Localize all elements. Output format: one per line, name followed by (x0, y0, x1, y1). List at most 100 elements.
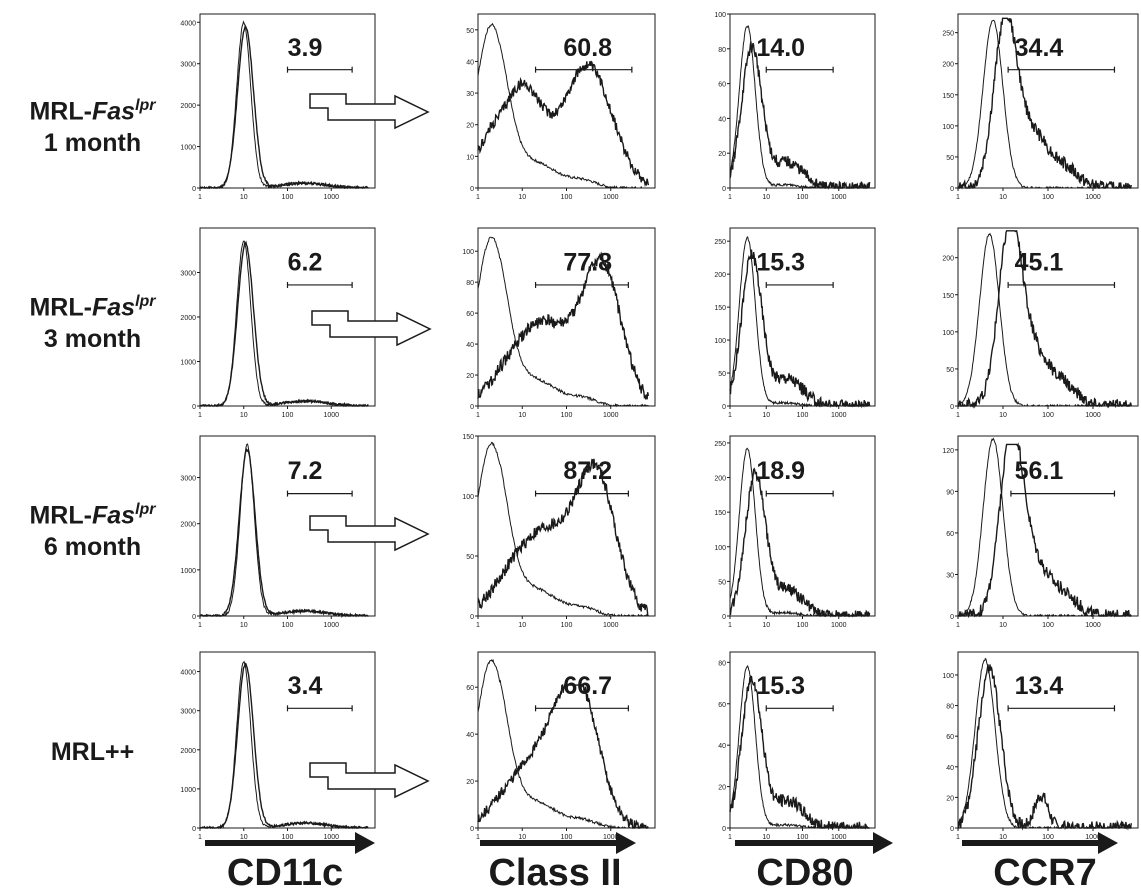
panel-r3-c2-gate-percent-label: 87.2 (563, 457, 612, 485)
row-label-2: MRL-Faslpr 3 month (29, 293, 156, 354)
panel-r2-c1-xtick-label-1: 10 (240, 412, 248, 419)
panel-r2-c4-gate-percent-label: 45.1 (1015, 249, 1064, 277)
panel-r4-c3-xtick-label-2: 100 (797, 834, 809, 841)
panel-r1-c1-xtick-label-0: 1 (198, 194, 202, 201)
panel-r1-c3-ytick-label-2: 40 (718, 116, 726, 123)
panel-r2-c1-ytick-label-0: 0 (192, 404, 196, 411)
panel-r1-c1: 0 1000 2000 3000 4000 1 10 100 1000 3.9 (180, 13, 376, 201)
panel-r2-c4-series-2-trace (958, 230, 1132, 409)
panel-r4-c1-ytick-label-0: 0 (192, 826, 196, 833)
panel-r2-c2-ytick-label-5: 100 (462, 249, 474, 256)
panel-r2-c1-xtick-label-3: 1000 (323, 412, 339, 419)
panel-r4-c4-ytick-label-3: 60 (946, 734, 954, 741)
panel-r4-c1-xtick-label-3: 1000 (323, 834, 339, 841)
panel-r2-c3-ytick-label-3: 150 (714, 305, 726, 312)
panel-r4-c1-xtick-label-2: 100 (282, 834, 294, 841)
panel-r1-c2-ytick-label-3: 30 (466, 91, 474, 98)
axis-arrow-head-2 (616, 832, 636, 854)
panel-r2-c4-ytick-label-4: 200 (942, 256, 954, 263)
panel-r4-c1-ytick-label-3: 3000 (180, 709, 196, 716)
panel-r3-c3-ytick-label-2: 100 (714, 545, 726, 552)
panel-r4-c1-xtick-label-0: 1 (198, 834, 202, 841)
panel-r3-c1-xtick-label-2: 100 (282, 622, 294, 629)
panel-r1-c3-ytick-label-4: 80 (718, 47, 726, 54)
panel-r1-c1-ytick-label-1: 1000 (180, 145, 196, 152)
panel-r4-c1-series-2-trace (199, 662, 369, 830)
panel-r2-c3-gate-percent-label: 15.3 (756, 249, 805, 277)
panel-r2-c4-ytick-label-0: 0 (950, 404, 954, 411)
panel-r3-c4-xtick-label-1: 10 (999, 622, 1007, 629)
panel-r1-c2-series-2-trace (477, 60, 650, 188)
panel-r1-c1-ytick-label-4: 4000 (180, 20, 196, 27)
panel-r2-c1-xtick-label-2: 100 (282, 412, 294, 419)
axis-arrow-head-4 (1098, 832, 1118, 854)
panel-r3-c4-xtick-label-3: 1000 (1085, 622, 1101, 629)
panel-r3-c3-ytick-label-3: 150 (714, 510, 726, 517)
panel-r4-c3-ytick-label-3: 60 (718, 702, 726, 709)
axis-arrow-shaft-1 (205, 840, 357, 846)
panel-r3-c3-xtick-label-1: 10 (762, 622, 770, 629)
panel-r1-c2-xtick-label-0: 1 (476, 194, 480, 201)
panel-r2-c1-ytick-label-2: 2000 (180, 315, 196, 322)
panel-r1-c4-series-2-trace (957, 17, 1132, 190)
panel-r3-c1-xtick-label-0: 1 (198, 622, 202, 629)
panel-r3-c4-ytick-label-1: 30 (946, 572, 954, 579)
panel-r3-c2-ytick-label-2: 100 (462, 494, 474, 501)
panel-r2-c3-ytick-label-2: 100 (714, 338, 726, 345)
panel-r1-c3-xtick-label-0: 1 (728, 194, 732, 201)
panel-r4-c3-xtick-label-1: 10 (762, 834, 770, 841)
panel-r2-c1-ytick-label-1: 1000 (180, 360, 196, 367)
column-label-ccr7: CCR7 (993, 852, 1097, 894)
panel-r2-c3-xtick-label-1: 10 (762, 412, 770, 419)
panel-r2-c2-ytick-label-3: 60 (466, 311, 474, 318)
panel-r2-c2-ytick-label-0: 0 (470, 404, 474, 411)
panel-r1-c1-ytick-label-3: 3000 (180, 62, 196, 69)
panel-r3-c1-ytick-label-3: 3000 (180, 476, 196, 483)
panel-r4-c2-xtick-label-2: 100 (561, 834, 573, 841)
panel-r3-c1-gate-percent-label: 7.2 (288, 457, 323, 485)
panel-r3-c1-xtick-label-1: 10 (240, 622, 248, 629)
panel-r4-c2-xtick-label-3: 1000 (603, 834, 619, 841)
panel-r2-c2-ytick-label-2: 40 (466, 342, 474, 349)
panel-r3-c2-xtick-label-1: 10 (518, 622, 526, 629)
panel-r3-c3-ytick-label-1: 50 (718, 579, 726, 586)
panel-r1-c4: 0 50 100 150 200 250 1 10 100 1000 34.4 (942, 13, 1139, 201)
panel-r3-c2-series-2-trace (477, 458, 649, 617)
panel-r3-c3-xtick-label-3: 1000 (831, 622, 847, 629)
panel-r1-c4-ytick-label-3: 150 (942, 93, 954, 100)
panel-r1-c2-xtick-label-2: 100 (561, 194, 573, 201)
panel-r2-c2-ytick-label-4: 80 (466, 280, 474, 287)
panel-r1-c1-xtick-label-3: 1000 (323, 194, 339, 201)
column-label-class-ii: Class II (488, 852, 622, 894)
panel-r4-c1-ytick-label-4: 4000 (180, 670, 196, 677)
panel-r1-c1-series-2-trace (199, 24, 369, 190)
panel-r4-c1-series-1-trace (200, 660, 369, 829)
panel-r2-c3-xtick-label-2: 100 (797, 412, 809, 419)
panel-r2-c3-ytick-label-5: 250 (714, 239, 726, 246)
panel-r4-c4-xtick-label-1: 10 (999, 834, 1007, 841)
panel-r4-c4-ytick-label-1: 20 (946, 795, 954, 802)
panel-r1-c4-xtick-label-0: 1 (956, 194, 960, 201)
panel-r2-c4: 0 50 100 150 200 1 10 100 1000 45.1 (942, 227, 1139, 419)
panel-r4-c4-xtick-label-2: 100 (1042, 834, 1054, 841)
axis-arrow-head-1 (355, 832, 375, 854)
panel-r1-c4-xtick-label-2: 100 (1042, 194, 1054, 201)
panel-r3-c1-ytick-label-2: 2000 (180, 522, 196, 529)
panel-r3-c2-xtick-label-3: 1000 (603, 622, 619, 629)
panel-r3-c3-ytick-label-0: 0 (722, 614, 726, 621)
panel-r4-c1-gate-percent-label: 3.4 (288, 672, 323, 700)
panel-r1-c2-xtick-label-1: 10 (518, 194, 526, 201)
panel-r3-c4-series-2-trace (957, 442, 1132, 619)
panel-r4-c3-xtick-label-0: 1 (728, 834, 732, 841)
axis-arrow-shaft-4 (962, 840, 1100, 846)
panel-r2-c2-gate-percent-label: 77.8 (563, 249, 612, 277)
panel-r4-c4: 0 20 40 60 80 100 1 10 100 1000 13.4 (942, 651, 1139, 841)
panel-r3-c3-xtick-label-0: 1 (728, 622, 732, 629)
panel-r4-c4-gate-percent-label: 13.4 (1015, 672, 1064, 700)
panel-r4-c1-ytick-label-1: 1000 (180, 787, 196, 794)
panel-r1-c2-ytick-label-5: 50 (466, 28, 474, 35)
panel-r3-c2-series-1-trace (477, 441, 649, 618)
panel-r2-c3: 0 50 100 150 200 250 1 10 100 1000 15.3 (714, 227, 876, 419)
hollow-arrow-row-3 (309, 515, 430, 552)
panel-r1-c3-ytick-label-0: 0 (722, 186, 726, 193)
